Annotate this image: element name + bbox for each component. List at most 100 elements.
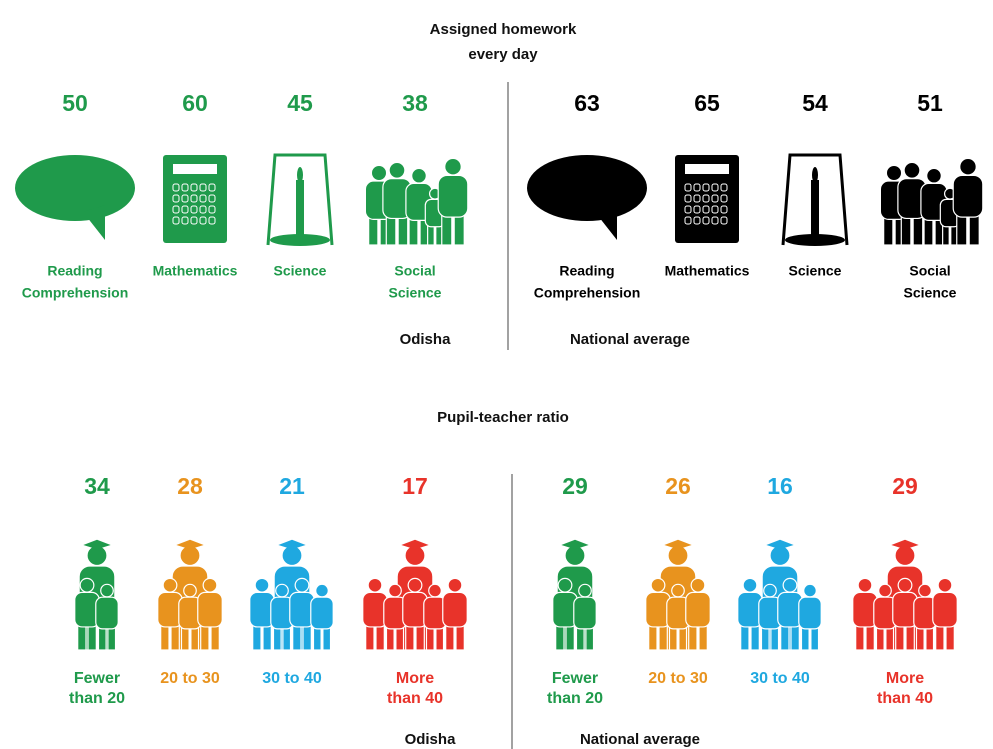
head bbox=[429, 584, 442, 597]
value-label: 34 bbox=[84, 473, 110, 499]
infographic: Assigned homework every day Pupil-teache… bbox=[0, 0, 993, 749]
person-icon bbox=[799, 584, 821, 650]
cap bbox=[401, 540, 428, 549]
body bbox=[953, 175, 983, 217]
head bbox=[898, 578, 912, 592]
head bbox=[316, 584, 329, 597]
head bbox=[408, 578, 422, 592]
group-label: National average bbox=[570, 331, 690, 348]
item-label: More bbox=[886, 670, 924, 687]
item-label: than 40 bbox=[387, 690, 443, 707]
head bbox=[579, 584, 592, 597]
head bbox=[389, 162, 405, 178]
head bbox=[101, 584, 114, 597]
person-icon bbox=[311, 584, 333, 650]
item-label: Social bbox=[394, 263, 435, 279]
group-label: National average bbox=[580, 731, 700, 748]
item-label: Mathematics bbox=[665, 263, 750, 279]
item-label: than 20 bbox=[69, 690, 125, 707]
head bbox=[691, 578, 705, 592]
cap bbox=[891, 540, 918, 549]
head bbox=[743, 578, 757, 592]
value-label: 65 bbox=[694, 90, 720, 116]
section-title: every day bbox=[468, 46, 538, 63]
head bbox=[804, 584, 817, 597]
head bbox=[295, 578, 309, 592]
body bbox=[311, 597, 333, 629]
speech-bubble-icon bbox=[527, 155, 647, 221]
value-label: 29 bbox=[892, 473, 918, 499]
head bbox=[255, 578, 269, 592]
cap bbox=[278, 540, 305, 549]
item-label: Comprehension bbox=[534, 285, 641, 301]
body bbox=[799, 597, 821, 629]
value-label: 54 bbox=[802, 90, 828, 116]
head bbox=[389, 584, 402, 597]
science-base-icon bbox=[270, 234, 330, 246]
head bbox=[783, 578, 797, 592]
group-label: Odisha bbox=[400, 331, 452, 348]
science-burner-icon bbox=[811, 180, 819, 235]
science-flame-icon bbox=[812, 167, 818, 183]
head bbox=[672, 584, 685, 597]
value-label: 38 bbox=[402, 90, 428, 116]
person-icon bbox=[933, 578, 957, 650]
speech-bubble-icon bbox=[15, 155, 135, 221]
value-label: 17 bbox=[402, 473, 428, 499]
item-label: Social bbox=[909, 263, 950, 279]
head bbox=[80, 578, 94, 592]
group-label: Odisha bbox=[405, 731, 457, 748]
item-label: than 40 bbox=[877, 690, 933, 707]
head bbox=[203, 578, 217, 592]
value-label: 28 bbox=[177, 473, 203, 499]
item-label: Reading bbox=[559, 263, 614, 279]
body bbox=[933, 592, 957, 627]
head bbox=[764, 584, 777, 597]
item-label: Science bbox=[789, 263, 842, 279]
value-label: 26 bbox=[665, 473, 691, 499]
calculator-screen bbox=[173, 164, 217, 174]
item-label: 20 to 30 bbox=[160, 670, 220, 687]
head bbox=[184, 584, 197, 597]
cap bbox=[561, 540, 588, 549]
item-label: Science bbox=[274, 263, 327, 279]
item-label: Reading bbox=[47, 263, 102, 279]
person-icon bbox=[953, 158, 983, 245]
value-label: 45 bbox=[287, 90, 313, 116]
item-label: Comprehension bbox=[22, 285, 129, 301]
head bbox=[412, 168, 427, 183]
section-title: Pupil-teacher ratio bbox=[437, 409, 569, 426]
person-icon bbox=[438, 158, 468, 245]
body bbox=[438, 175, 468, 217]
science-burner-icon bbox=[296, 180, 304, 235]
head bbox=[938, 578, 952, 592]
head bbox=[448, 578, 462, 592]
cap bbox=[176, 540, 203, 549]
item-label: More bbox=[396, 670, 434, 687]
body bbox=[198, 592, 222, 627]
cap bbox=[83, 540, 110, 549]
head bbox=[368, 578, 382, 592]
head bbox=[276, 584, 289, 597]
head bbox=[960, 158, 977, 175]
cap bbox=[664, 540, 691, 549]
item-label: than 20 bbox=[547, 690, 603, 707]
head bbox=[445, 158, 462, 175]
item-label: 20 to 30 bbox=[648, 670, 708, 687]
value-label: 21 bbox=[279, 473, 305, 499]
section-title: Assigned homework bbox=[430, 21, 577, 38]
head bbox=[886, 165, 901, 180]
body bbox=[443, 592, 467, 627]
head bbox=[879, 584, 892, 597]
value-label: 16 bbox=[767, 473, 793, 499]
item-label: Science bbox=[389, 285, 442, 301]
science-flame-icon bbox=[297, 167, 303, 183]
item-label: 30 to 40 bbox=[750, 670, 810, 687]
value-label: 50 bbox=[62, 90, 88, 116]
item-label: Science bbox=[904, 285, 957, 301]
item-label: 30 to 40 bbox=[262, 670, 322, 687]
item-label: Fewer bbox=[552, 670, 598, 687]
calculator-screen bbox=[685, 164, 729, 174]
head bbox=[904, 162, 920, 178]
body bbox=[686, 592, 710, 627]
